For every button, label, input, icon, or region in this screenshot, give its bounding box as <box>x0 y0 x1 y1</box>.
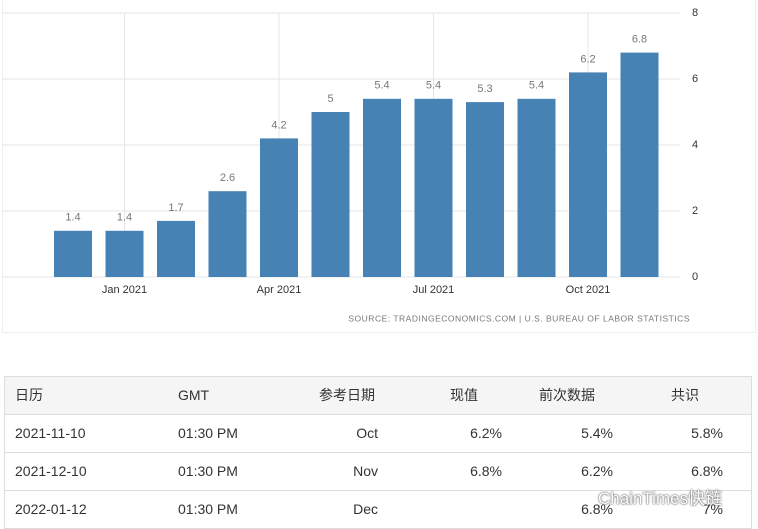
bar <box>157 220 195 277</box>
header-row: 日历 GMT 参考日期 现值 前次数据 共识 <box>5 377 751 414</box>
table-cell: Dec <box>353 501 378 517</box>
table: 日历 GMT 参考日期 现值 前次数据 共识 2021-11-10 01:30 PM Oct 6.… <box>4 376 752 529</box>
chart: SOURCE: TRADINGECONOMICS.COM | U.S. BURE… <box>3 7 698 323</box>
value-label: 5 <box>327 93 333 105</box>
table-cell: 6.8% <box>581 501 613 517</box>
bar <box>414 98 453 277</box>
bar <box>620 52 659 277</box>
table-cell: 6.8% <box>470 463 502 479</box>
value-label: 2.6 <box>220 172 235 184</box>
table-row: 2021-11-10 01:30 PM Oct 6.2% 5.4% 5.8% <box>5 414 751 452</box>
bar <box>105 230 144 277</box>
x-tick-label: Jan 2021 <box>102 284 147 296</box>
header-cell: GMT <box>178 387 210 403</box>
value-label: 4.2 <box>271 119 286 131</box>
table-cell: Oct <box>356 425 378 441</box>
table-cell: Nov <box>353 463 378 479</box>
value-label: 6.2 <box>580 53 595 65</box>
y-tick-label: 6 <box>692 73 698 85</box>
table-cell: 2021-11-10 <box>15 425 86 441</box>
value-label: 5.4 <box>529 80 544 92</box>
header-cell: 前次数据 <box>539 387 595 403</box>
bar <box>54 230 92 277</box>
table-cell: 01:30 PM <box>178 425 238 441</box>
x-tick-label: Jul 2021 <box>413 284 455 296</box>
source: SOURCE: TRADINGECONOMICS.COM | U.S. BURE… <box>348 313 690 323</box>
watermark: ChainTimes快链 <box>598 489 723 508</box>
table-cell: 5.8% <box>691 425 723 441</box>
table-cell: 6.2% <box>581 463 613 479</box>
value-label: 1.4 <box>65 212 80 224</box>
x-tick-label: Apr 2021 <box>257 284 302 296</box>
table-row: 2022-01-12 01:30 PM Dec 6.8% 7% <box>5 490 751 528</box>
header-cell: 参考日期 <box>319 387 375 403</box>
y-tick-label: 8 <box>692 7 698 19</box>
value-label: 1.7 <box>168 202 183 214</box>
table-cell: 2022-01-12 <box>15 501 87 517</box>
chart-card <box>2 0 756 333</box>
value-label: 1.4 <box>117 212 132 224</box>
bar <box>260 138 298 277</box>
table-cell: 2021-12-10 <box>15 463 87 479</box>
bar <box>466 102 504 277</box>
header-cell: 现值 <box>450 387 478 403</box>
value-label: 5.4 <box>426 80 441 92</box>
x-tick-label: Oct 2021 <box>566 284 611 296</box>
value-label: 6.8 <box>632 34 647 46</box>
y-tick-label: 4 <box>692 139 698 151</box>
value-label: 5.3 <box>477 83 492 95</box>
table-cell: 6.2% <box>470 425 502 441</box>
bar <box>569 72 607 278</box>
y-tick-label: 2 <box>692 205 698 217</box>
bar <box>517 98 556 277</box>
y-tick-label: 0 <box>692 271 698 283</box>
table-cell: 6.8% <box>691 463 723 479</box>
table-cell: 01:30 PM <box>178 501 238 517</box>
table-cell: 7% <box>702 501 723 517</box>
value-label: 5.4 <box>374 80 389 92</box>
table-cell: 01:30 PM <box>178 463 238 479</box>
bar <box>208 191 247 277</box>
table-cell: 5.4% <box>581 425 613 441</box>
table-row: 2021-12-10 01:30 PM Nov 6.8% 6.2% 6.8% <box>5 452 751 490</box>
header-cell: 日历 <box>15 387 43 403</box>
header-cell: 共识 <box>671 387 699 403</box>
bar <box>311 112 350 277</box>
bar <box>363 98 401 277</box>
